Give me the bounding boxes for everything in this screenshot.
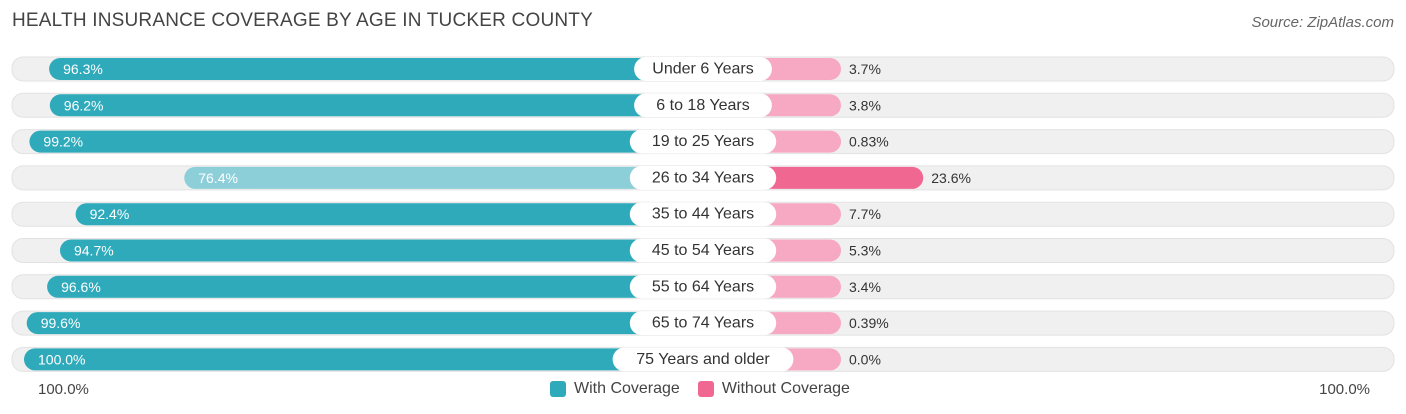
legend-label-without-coverage: Without Coverage [721,380,850,397]
category-pill [634,57,772,81]
bar-with-coverage [75,203,703,226]
category-pill [629,311,777,336]
category-pill [629,238,777,263]
category-pill [629,165,777,190]
category-pill [634,93,772,118]
category-label: 55 to 64 Years [652,278,754,295]
bar-label-with-coverage: 99.2% [43,134,83,150]
bar-label-without-coverage: 0.83% [849,134,889,150]
bar-with-coverage [49,94,703,117]
bar-label-without-coverage: 3.7% [849,61,881,77]
category-pill [612,347,794,372]
category-label: 6 to 18 Years [656,97,749,114]
bar-with-coverage [59,239,703,262]
bar-label-without-coverage: 3.8% [849,97,881,113]
bar-label-without-coverage: 23.6% [931,170,971,186]
bar-label-with-coverage: 96.6% [61,279,101,295]
category-label: 19 to 25 Years [652,133,754,150]
bar-label-with-coverage: 94.7% [74,243,114,259]
category-pill [629,274,777,299]
legend-item-with-coverage: With Coverage [550,380,680,398]
legend-item-without-coverage: Without Coverage [697,380,850,398]
category-label: 35 to 44 Years [652,206,754,223]
category-label: 75 Years and older [636,351,770,368]
source-label: Source: ZipAtlas.com [1251,14,1394,31]
category-label: 26 to 34 Years [652,169,754,186]
legend-swatch-without-coverage [697,381,714,397]
bar-label-with-coverage: 92.4% [90,206,130,222]
category-label: Under 6 Years [652,61,753,78]
axis-left-label: 100.0% [38,381,89,398]
bar-label-without-coverage: 0.0% [849,351,881,367]
category-pill [629,202,777,227]
bar-label-with-coverage: 100.0% [38,351,85,367]
legend-label-with-coverage: With Coverage [574,380,680,397]
bar-label-with-coverage: 96.3% [63,61,103,77]
category-pill [629,129,777,154]
bar-with-coverage [184,166,703,189]
bar-label-without-coverage: 3.4% [849,279,881,295]
legend-swatch-with-coverage [550,381,566,397]
category-label: 45 to 54 Years [652,242,754,259]
bar-with-coverage [49,58,704,80]
bar-label-with-coverage: 96.2% [64,97,104,113]
bar-label-without-coverage: 0.39% [849,315,889,331]
bar-with-coverage [29,130,703,153]
bar-label-with-coverage: 99.6% [41,315,81,331]
category-label: 65 to 74 Years [652,315,754,332]
bar-label-without-coverage: 7.7% [849,206,881,222]
axis-right-label: 100.0% [1319,381,1370,398]
chart-title: HEALTH INSURANCE COVERAGE BY AGE IN TUCK… [12,10,593,31]
bar-label-with-coverage: 76.4% [198,170,238,186]
bar-with-coverage [24,348,703,371]
bar-with-coverage [47,275,703,298]
bar-label-without-coverage: 5.3% [849,243,881,259]
legend: With Coverage Without Coverage [550,380,868,398]
bar-with-coverage [26,312,703,335]
